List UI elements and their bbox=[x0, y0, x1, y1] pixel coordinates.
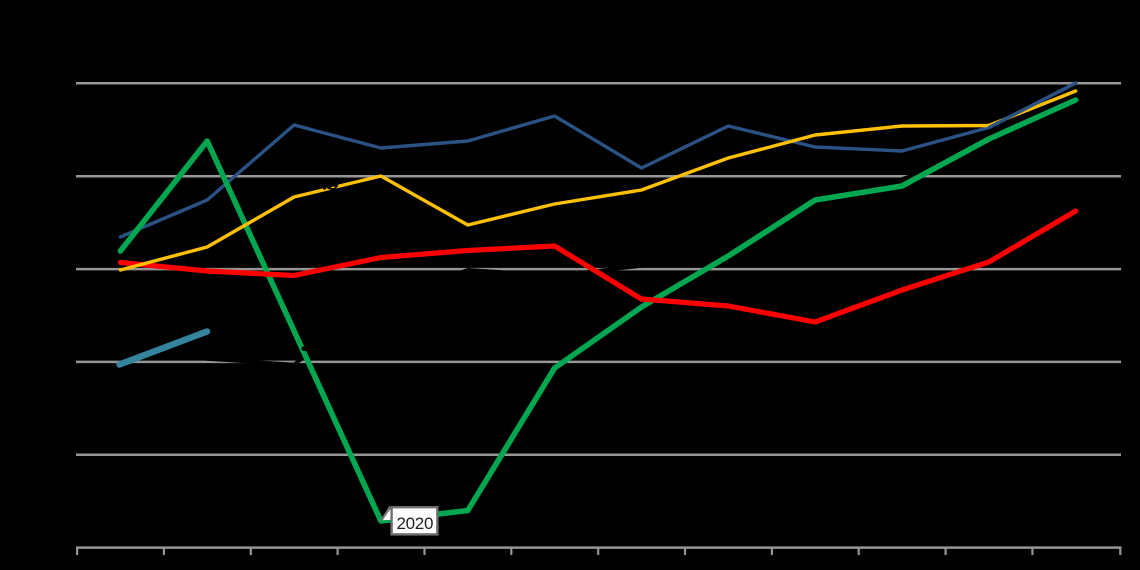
svg-text:2020: 2020 bbox=[396, 514, 433, 533]
